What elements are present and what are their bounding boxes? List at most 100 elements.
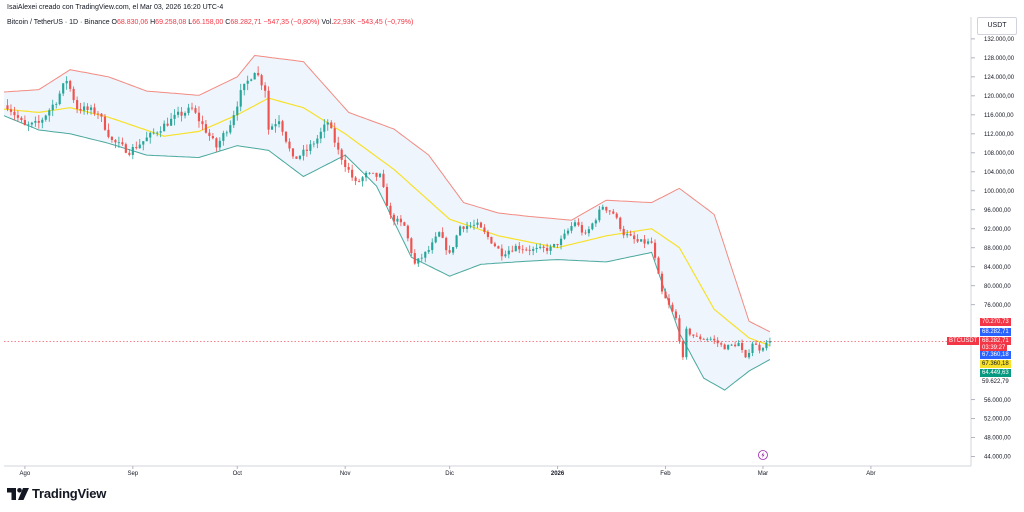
candle-body — [431, 242, 434, 251]
candle — [507, 246, 510, 259]
currency-button[interactable]: USDT — [977, 17, 1017, 35]
candle-body — [58, 93, 61, 105]
candle-body — [69, 80, 72, 89]
candle — [135, 141, 138, 150]
candle — [671, 302, 674, 313]
candle-body — [761, 348, 765, 351]
candle — [458, 225, 462, 236]
candle-body — [51, 104, 54, 111]
candle — [145, 131, 148, 142]
candle-body — [525, 249, 528, 251]
candle — [406, 224, 409, 242]
bollinger-basis — [3, 97, 771, 347]
candle-body — [483, 227, 486, 232]
candle-body — [340, 149, 343, 160]
candle — [768, 337, 772, 347]
candle-body — [257, 72, 260, 76]
candle-body — [713, 338, 716, 341]
candle-body — [253, 72, 256, 80]
basis-tag: 67.360,18 — [980, 360, 1011, 369]
tradingview-logo[interactable]: TradingView — [7, 486, 106, 501]
candle — [44, 114, 47, 122]
candle-body — [93, 107, 96, 114]
candle-body — [163, 123, 166, 132]
symbol-legend[interactable]: Bitcoin / TetherUS · 1D · Binance O68.83… — [7, 19, 413, 26]
candle-body — [504, 254, 507, 257]
candle — [267, 86, 270, 135]
candle-body — [758, 344, 761, 351]
candle — [333, 122, 336, 148]
candle — [490, 236, 493, 244]
candle — [281, 119, 284, 136]
candle — [385, 183, 389, 206]
candle-body — [486, 231, 490, 237]
candle-body — [173, 114, 176, 119]
candle-body — [44, 115, 47, 120]
candle-body — [208, 132, 211, 137]
candle — [525, 247, 528, 252]
close-label: C — [225, 19, 231, 26]
candle — [667, 294, 671, 309]
x-tick-label: Dic — [445, 471, 454, 477]
candle — [361, 175, 364, 187]
candle — [305, 144, 308, 157]
candle — [326, 119, 329, 131]
candle — [208, 129, 211, 141]
candle — [176, 106, 180, 118]
candle — [462, 225, 465, 233]
candle — [542, 245, 545, 253]
candle — [190, 102, 194, 111]
candle — [291, 148, 295, 159]
candle-body — [650, 241, 653, 243]
upper-band-tag: 70.270,73 — [980, 317, 1011, 326]
candle — [312, 141, 315, 148]
candle-body — [413, 253, 416, 264]
candle-body — [417, 258, 420, 264]
candle — [246, 75, 249, 91]
candle-body — [497, 246, 500, 249]
candle-body — [239, 90, 242, 107]
candle — [371, 172, 375, 174]
candle — [330, 120, 333, 129]
candle — [479, 221, 483, 228]
candle — [483, 224, 486, 235]
candle-body — [34, 120, 37, 123]
candle — [472, 219, 476, 230]
candle-body — [410, 238, 413, 254]
candle — [497, 245, 500, 249]
candle-body — [458, 226, 462, 236]
bollinger-lower-band — [3, 115, 771, 391]
candle-body — [103, 116, 107, 130]
candle — [222, 130, 225, 146]
candle-body — [434, 236, 437, 243]
candle — [180, 106, 183, 122]
candle-body — [657, 257, 660, 274]
high-label: H — [150, 19, 156, 26]
candle — [584, 229, 587, 235]
candle — [500, 244, 503, 261]
candle — [65, 76, 68, 90]
candle-body — [601, 206, 604, 210]
candle-body — [403, 222, 406, 226]
candle-body — [76, 100, 79, 109]
candle-body — [723, 344, 726, 350]
y-tick-label: 128.000,00 — [984, 56, 1015, 62]
candle-body — [685, 328, 688, 358]
candle-body — [396, 218, 399, 222]
candle-body — [354, 177, 357, 182]
candle-body — [566, 230, 570, 234]
candle-body — [23, 119, 26, 126]
candle-body — [653, 242, 657, 258]
candle-body — [605, 206, 608, 211]
high-value: 69.258,08 — [155, 19, 187, 26]
candle-body — [716, 340, 719, 344]
candle — [69, 79, 72, 92]
candle-body — [493, 243, 496, 247]
tradingview-logo-icon — [7, 487, 29, 500]
candle — [633, 231, 636, 244]
candle — [653, 239, 657, 261]
chart-author-line: IsaiAlexei creado con TradingView.com, e… — [7, 4, 224, 11]
candle-body — [542, 246, 545, 248]
candle-body — [6, 105, 9, 110]
